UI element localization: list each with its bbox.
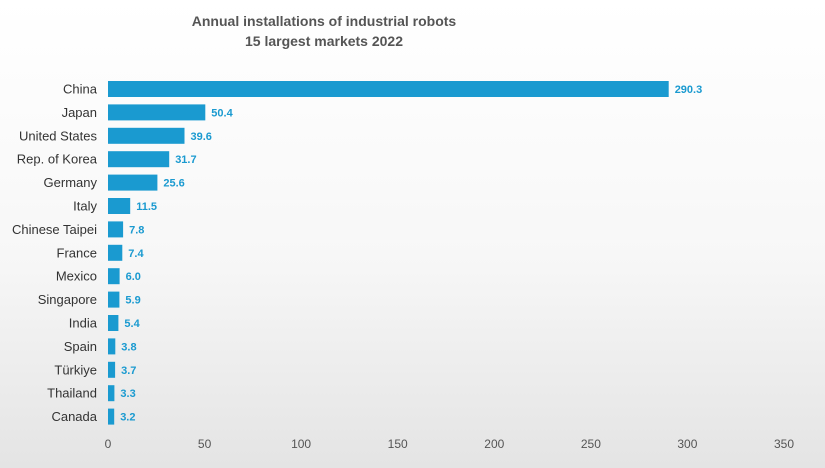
value-label: 7.8	[129, 224, 144, 236]
value-label: 5.4	[124, 318, 140, 330]
category-label: United States	[19, 128, 98, 143]
category-label: Japan	[62, 105, 97, 120]
value-label: 3.2	[120, 412, 135, 424]
x-tick-label: 150	[388, 437, 408, 451]
bar-germany	[108, 174, 158, 191]
x-tick-label: 100	[291, 437, 311, 451]
value-label: 3.8	[121, 341, 136, 353]
category-label: Germany	[44, 175, 98, 190]
value-label: 7.4	[128, 248, 144, 260]
category-label: Singapore	[38, 292, 97, 307]
x-axis-ticks-group: 0 50 100 150 200 250 300 350	[105, 437, 795, 451]
category-label: Mexico	[56, 269, 97, 284]
bar-france	[108, 244, 123, 261]
category-labels-group: China Japan United States Rep. of Korea Germ…	[12, 82, 98, 425]
category-label: Canada	[51, 409, 97, 424]
value-label: 25.6	[163, 178, 184, 190]
value-label: 3.3	[120, 388, 135, 400]
x-tick-label: 250	[581, 437, 601, 451]
category-label: Türkiye	[54, 362, 97, 377]
value-label: 6.0	[126, 271, 141, 283]
bar-canada	[108, 408, 115, 425]
x-tick-label: 350	[774, 437, 794, 451]
value-label: 290.3	[675, 84, 703, 96]
value-label: 31.7	[175, 154, 196, 166]
bar-spain	[108, 338, 116, 355]
bars-group	[108, 81, 669, 425]
bar-india	[108, 315, 119, 331]
x-tick-label: 0	[105, 437, 112, 451]
bar-thailand	[108, 385, 115, 402]
bar-chinese-taipei	[108, 221, 124, 238]
value-label: 3.7	[121, 365, 136, 377]
bar-japan	[108, 104, 206, 121]
chart-title-line-1: Annual installations of industrial robot…	[192, 13, 457, 29]
category-label: India	[69, 316, 98, 331]
category-label: Spain	[64, 339, 97, 354]
value-label: 50.4	[211, 107, 233, 119]
category-label: Thailand	[47, 386, 97, 401]
bar-mexico	[108, 268, 120, 285]
value-label: 39.6	[191, 131, 212, 143]
bar-singapore	[108, 291, 120, 308]
category-label: France	[57, 245, 97, 260]
x-tick-label: 200	[484, 437, 504, 451]
bar-t-rkiye	[108, 361, 116, 378]
category-label: Italy	[73, 199, 97, 214]
x-tick-label: 300	[677, 437, 697, 451]
bar-rep-of-korea	[108, 151, 170, 168]
category-label: Rep. of Korea	[17, 152, 98, 167]
x-tick-label: 50	[198, 437, 212, 451]
chart-title-line-2: 15 largest markets 2022	[245, 33, 403, 49]
bar-united-states	[108, 127, 185, 144]
category-label: Chinese Taipei	[12, 222, 97, 237]
value-labels-group: 290.3 50.4 39.6 31.7 25.6 11.5 7.8 7.4 6.0 5.9 5.4…	[120, 84, 702, 424]
value-label: 5.9	[125, 295, 140, 307]
bar-italy	[108, 198, 131, 214]
category-label: China	[63, 82, 98, 97]
value-label: 11.5	[136, 201, 157, 213]
bar-china	[108, 81, 669, 97]
